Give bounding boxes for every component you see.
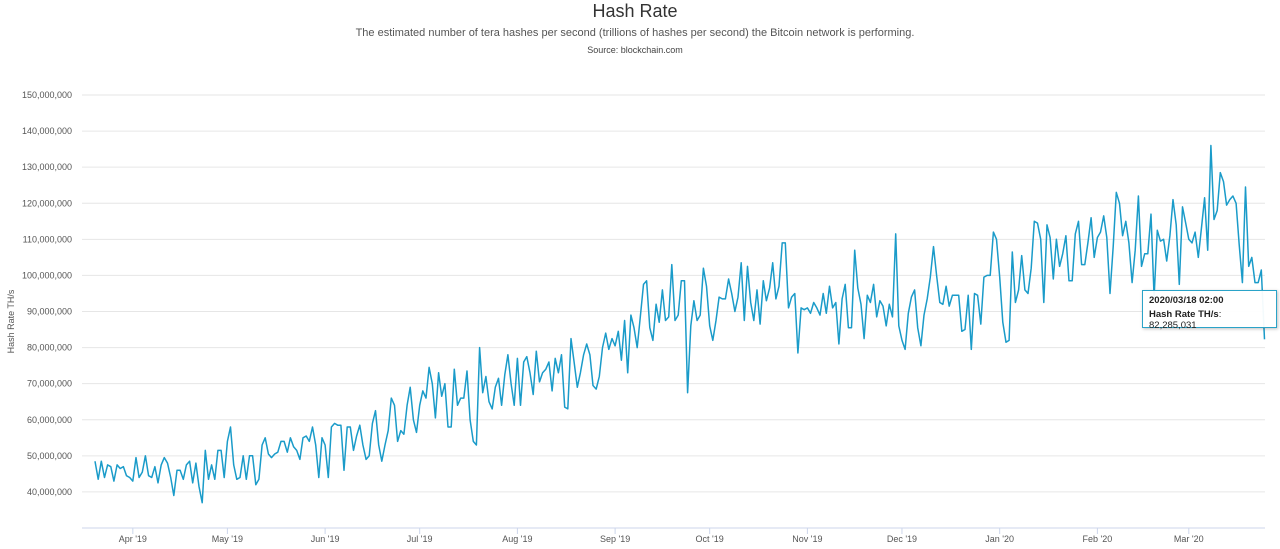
y-axis-title: Hash Rate TH/s	[6, 289, 16, 353]
y-tick-label: 90,000,000	[27, 307, 72, 317]
y-tick-label: 140,000,000	[22, 126, 72, 136]
y-tick-label: 40,000,000	[27, 487, 72, 497]
x-tick-label: Jun '19	[311, 534, 340, 544]
y-tick-label: 80,000,000	[27, 343, 72, 353]
x-tick-label: Dec '19	[887, 534, 917, 544]
x-tick-label: Jan '20	[985, 534, 1014, 544]
y-tick-label: 110,000,000	[23, 234, 72, 244]
x-tick-label: Jul '19	[407, 534, 433, 544]
data-tooltip: 2020/03/18 02:00 Hash Rate TH/s: 82,285,…	[1142, 290, 1277, 331]
tooltip-key: Hash Rate TH/s	[1149, 309, 1219, 320]
y-tick-label: 130,000,000	[22, 162, 72, 172]
y-tick-label: 70,000,000	[27, 379, 72, 389]
tooltip-colon: :	[1218, 309, 1222, 320]
x-tick-label: Nov '19	[792, 534, 822, 544]
chart-title: Hash Rate	[592, 1, 678, 21]
x-tick-label: Mar '20	[1174, 534, 1204, 544]
x-tick-label: Aug '19	[502, 534, 532, 544]
y-tick-label: 50,000,000	[27, 451, 72, 461]
series-line	[94, 144, 1266, 504]
y-tick-label: 120,000,000	[22, 198, 72, 208]
y-tick-label: 60,000,000	[27, 415, 72, 425]
x-tick-label: Feb '20	[1083, 534, 1113, 544]
tooltip-date: 2020/03/18 02:00	[1149, 295, 1224, 306]
chart-subtitle: The estimated number of tera hashes per …	[355, 27, 915, 39]
x-tick-label: Sep '19	[600, 534, 630, 544]
x-tick-label: Apr '19	[119, 534, 147, 544]
x-tick-label: Oct '19	[696, 534, 724, 544]
tooltip-value: 82,285,031	[1149, 320, 1197, 331]
y-tick-label: 100,000,000	[22, 270, 72, 280]
y-tick-label: 150,000,000	[22, 90, 72, 100]
x-tick-label: May '19	[212, 534, 243, 544]
tooltip-row: Hash Rate TH/s: 82,285,031	[1149, 309, 1270, 331]
chart-source: Source: blockchain.com	[587, 45, 683, 55]
